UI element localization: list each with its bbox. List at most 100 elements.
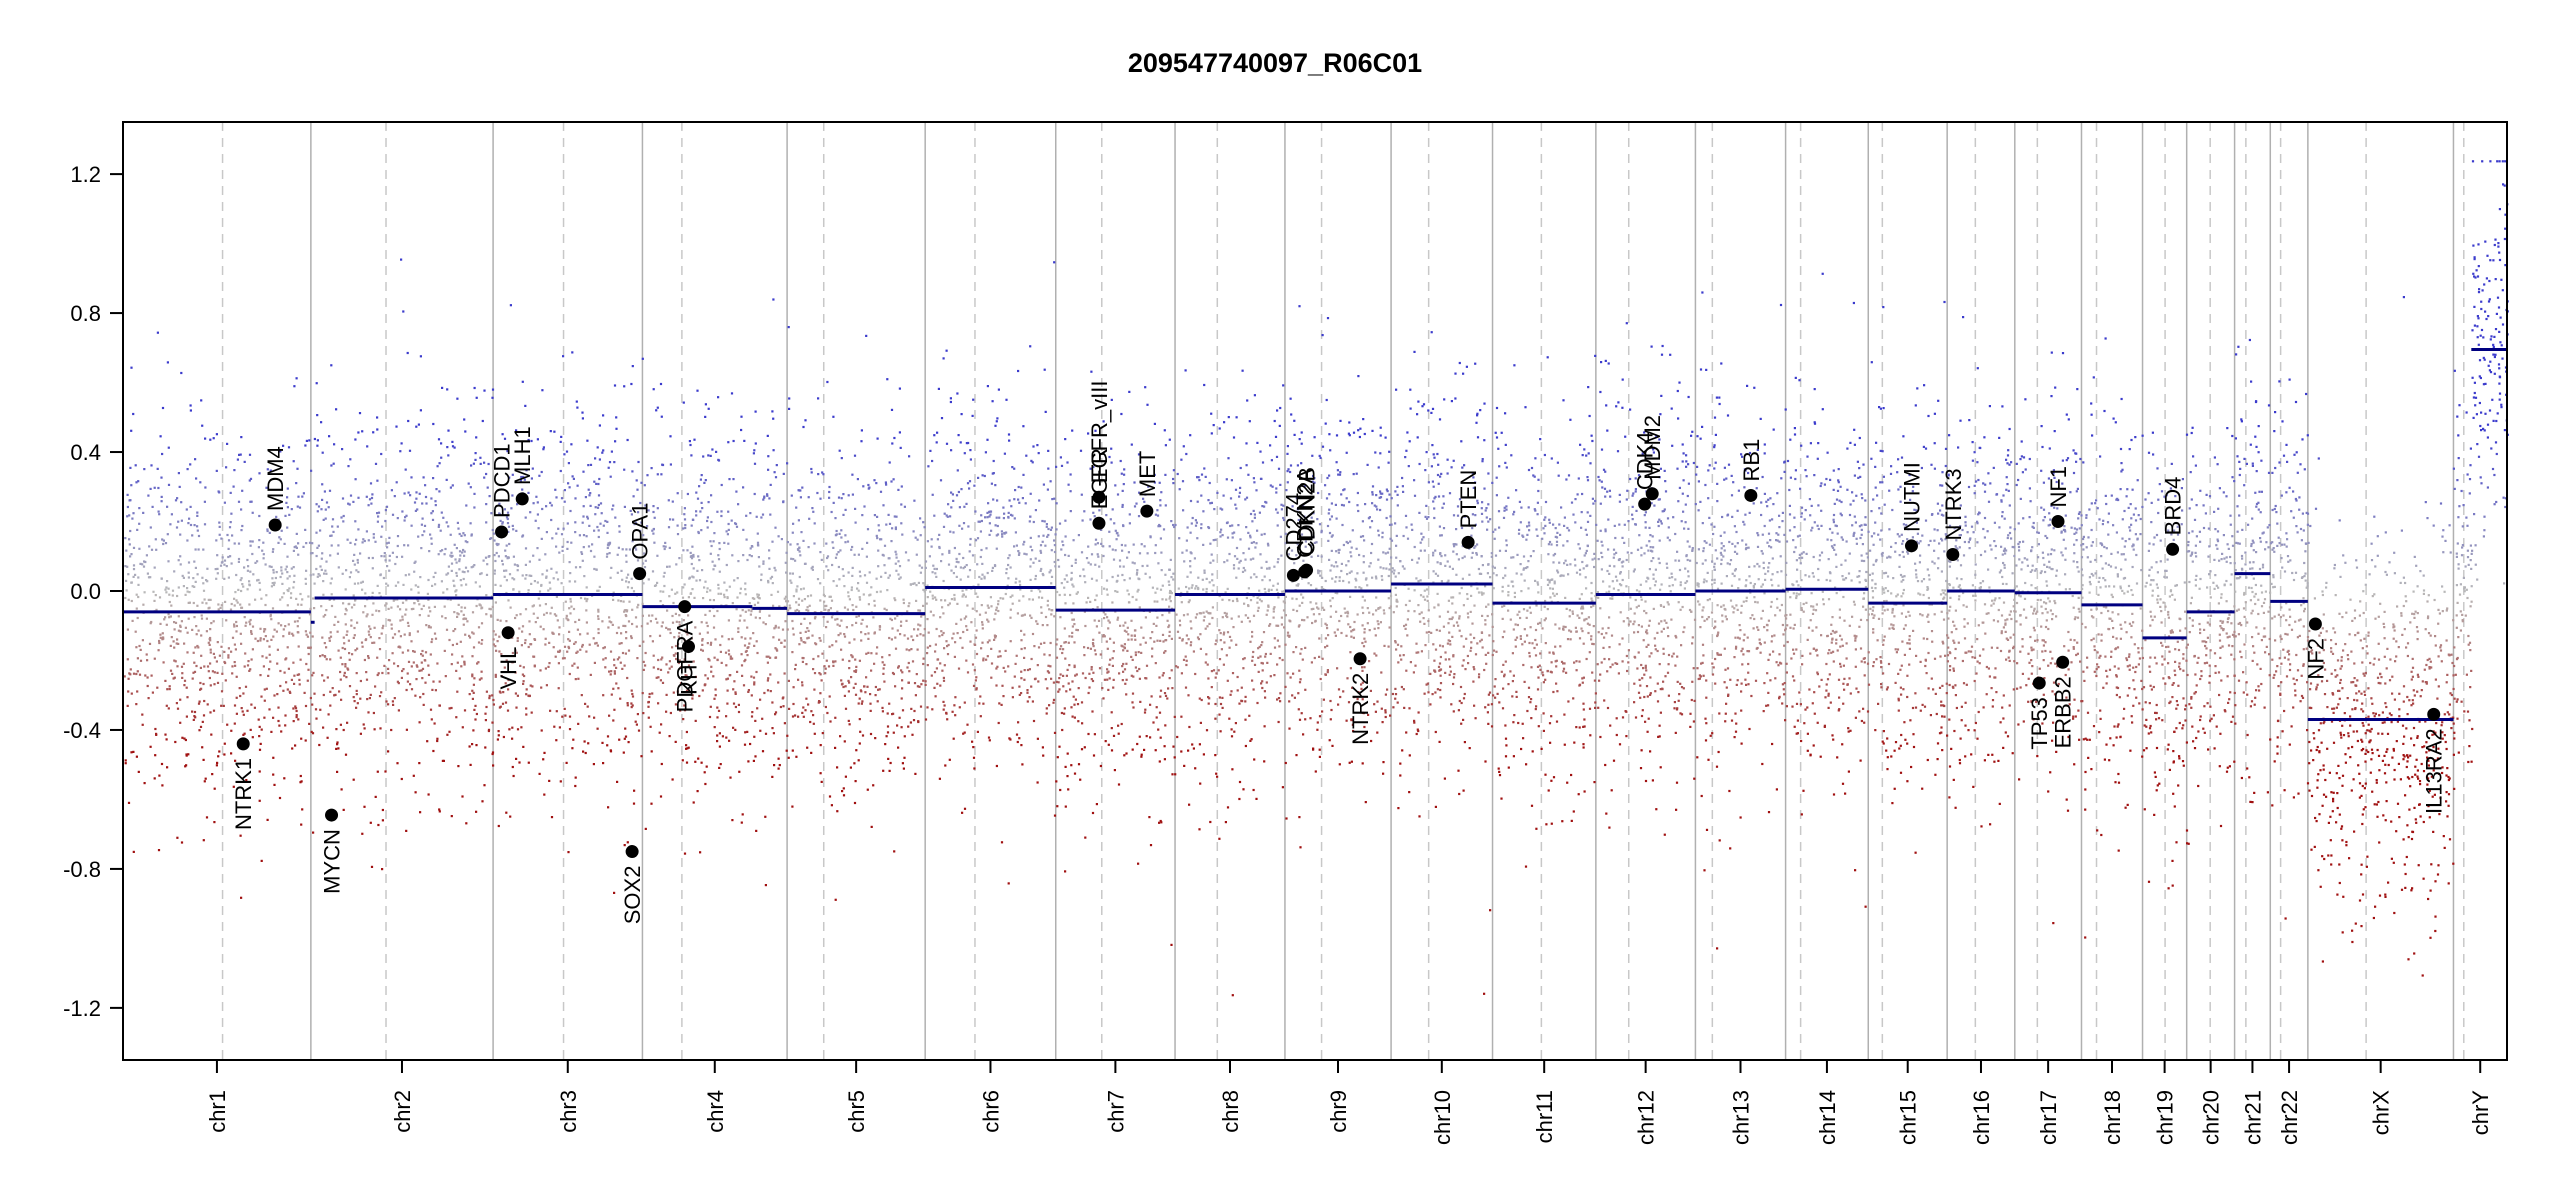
probe-point — [520, 726, 523, 729]
probe-point — [897, 560, 900, 563]
probe-point — [742, 528, 745, 531]
probe-point — [752, 676, 756, 679]
probe-point — [774, 647, 777, 650]
probe-point — [271, 607, 275, 610]
probe-point — [1135, 573, 1138, 576]
probe-point — [956, 602, 959, 605]
probe-point — [854, 658, 857, 661]
probe-point — [816, 578, 820, 581]
probe-point — [875, 534, 878, 537]
probe-point — [457, 603, 460, 606]
probe-point — [812, 657, 815, 661]
probe-point — [1109, 637, 1112, 640]
probe-point — [429, 708, 433, 711]
probe-point — [756, 651, 759, 655]
probe-point — [414, 791, 417, 794]
probe-point — [1059, 788, 1062, 792]
probe-point — [166, 580, 169, 583]
probe-point — [958, 552, 961, 556]
probe-point — [386, 565, 389, 568]
probe-point — [407, 544, 410, 547]
probe-point — [684, 628, 687, 631]
probe-point — [774, 713, 777, 716]
probe-point — [922, 582, 925, 585]
probe-point — [1055, 680, 1058, 683]
probe-point — [893, 597, 896, 600]
probe-point — [353, 626, 356, 630]
probe-point — [631, 622, 634, 626]
probe-point — [1210, 412, 1213, 415]
probe-point — [888, 636, 891, 640]
probe-point — [1148, 610, 1151, 613]
probe-point — [1029, 345, 1032, 348]
probe-point — [600, 512, 603, 515]
probe-point — [1137, 862, 1140, 865]
probe-point — [685, 761, 689, 764]
probe-point — [194, 548, 197, 551]
probe-point — [1049, 665, 1052, 668]
probe-point — [305, 633, 308, 636]
probe-point — [801, 681, 804, 684]
probe-point — [164, 679, 167, 682]
probe-point — [694, 675, 697, 678]
probe-point — [524, 516, 527, 519]
probe-point — [1127, 633, 1130, 636]
probe-point — [161, 784, 164, 787]
probe-point — [522, 682, 525, 685]
probe-point — [419, 811, 422, 814]
probe-point — [334, 693, 337, 696]
probe-point — [823, 600, 826, 603]
probe-point — [922, 657, 925, 660]
probe-point — [446, 572, 450, 575]
probe-point — [726, 689, 729, 692]
probe-point — [753, 449, 756, 452]
probe-point — [888, 769, 891, 772]
probe-point — [758, 597, 761, 600]
probe-point — [647, 701, 650, 704]
probe-point — [606, 552, 609, 556]
probe-point — [369, 482, 373, 485]
probe-point — [968, 480, 972, 483]
probe-point — [1120, 543, 1123, 547]
probe-point — [826, 620, 829, 623]
probe-point — [210, 733, 213, 736]
probe-point — [450, 815, 453, 818]
probe-point — [1020, 647, 1023, 651]
probe-point — [1093, 649, 1097, 652]
probe-point — [778, 605, 781, 608]
probe-point — [504, 555, 507, 558]
probe-point — [460, 610, 463, 613]
probe-point — [281, 582, 284, 585]
probe-point — [143, 591, 146, 594]
probe-point — [211, 670, 214, 673]
probe-point — [270, 618, 273, 621]
probe-point — [670, 665, 673, 668]
probe-point — [1037, 596, 1041, 599]
probe-point — [371, 613, 374, 616]
probe-point — [942, 708, 945, 711]
probe-point — [900, 669, 903, 672]
probe-point — [329, 690, 332, 693]
probe-point — [827, 569, 830, 572]
probe-point — [727, 522, 730, 526]
probe-point — [1096, 553, 1099, 556]
probe-point — [987, 736, 991, 739]
probe-point — [1031, 700, 1034, 703]
probe-point — [402, 310, 405, 313]
probe-point — [1040, 606, 1043, 609]
probe-point — [571, 475, 574, 478]
probe-point — [1094, 543, 1097, 546]
probe-point — [685, 730, 688, 734]
probe-point — [757, 593, 760, 596]
probe-point — [249, 500, 252, 503]
probe-point — [1101, 687, 1104, 690]
probe-point — [290, 567, 293, 570]
probe-point — [765, 655, 768, 658]
probe-point — [977, 476, 980, 479]
probe-point — [421, 677, 424, 680]
probe-point — [729, 674, 732, 677]
probe-point — [158, 596, 162, 599]
probe-point — [263, 688, 266, 691]
probe-point — [745, 514, 748, 517]
probe-point — [180, 841, 184, 844]
